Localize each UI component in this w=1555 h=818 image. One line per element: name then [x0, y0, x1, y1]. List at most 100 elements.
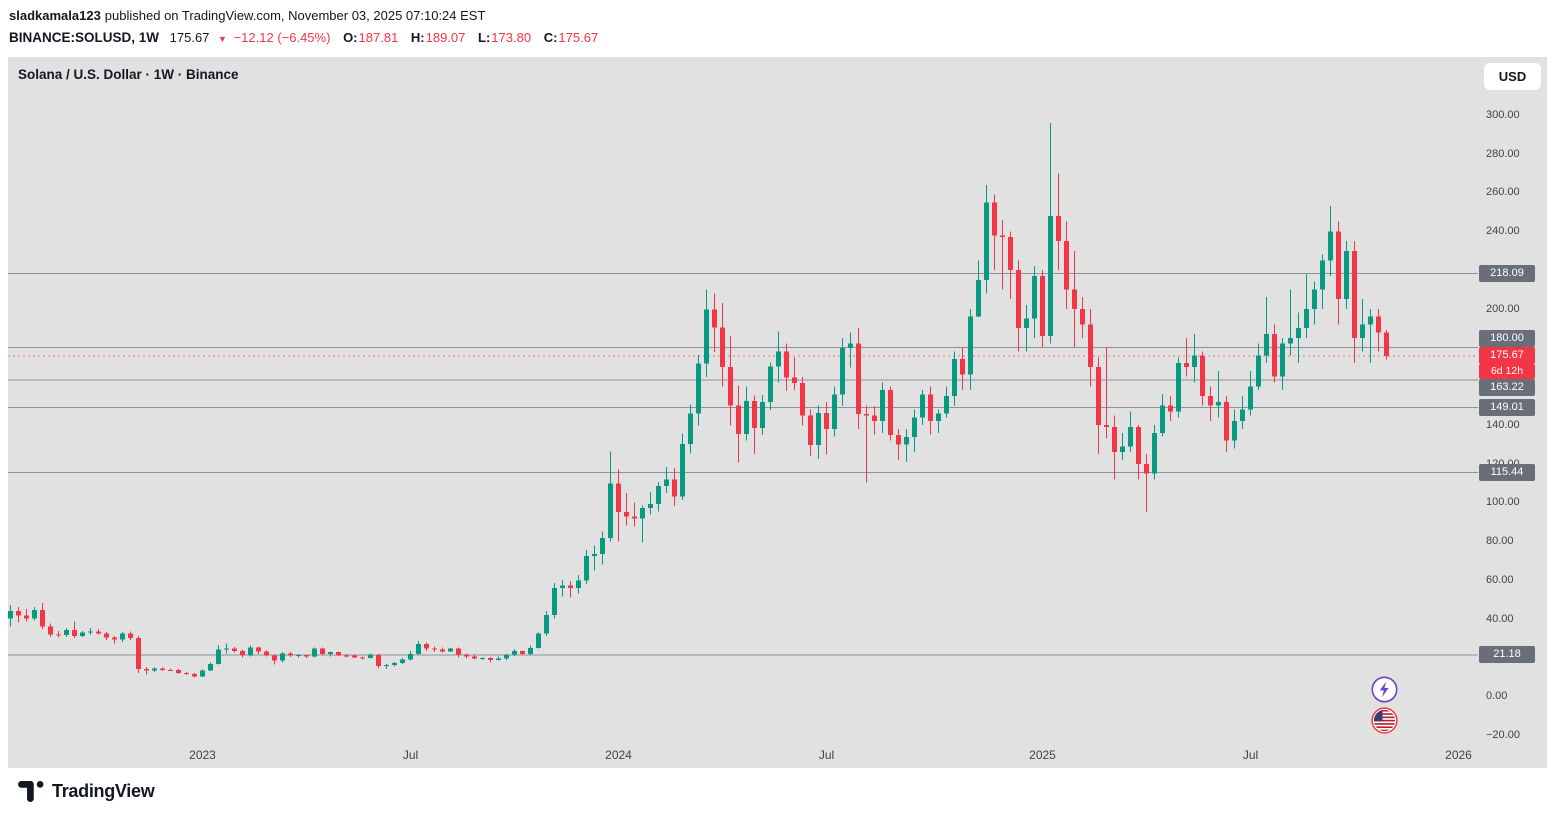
candle-body: [1368, 316, 1373, 325]
candle-body: [136, 637, 141, 669]
price-tick: −20.00: [1486, 728, 1520, 741]
candle-body: [112, 637, 117, 640]
candle-body: [696, 363, 701, 414]
candle-body: [312, 648, 317, 657]
time-tick: Jul: [1242, 748, 1259, 762]
candle-body: [120, 633, 125, 640]
currency-toggle-button[interactable]: USD: [1484, 63, 1541, 90]
candle-body: [912, 417, 917, 437]
candle-body: [1016, 270, 1021, 329]
candle-body: [928, 394, 933, 422]
candle-body: [264, 651, 269, 656]
lightning-icon[interactable]: [1371, 676, 1398, 703]
candle-body: [1224, 401, 1229, 441]
candle-body: [1256, 355, 1261, 387]
candle-body: [1120, 446, 1125, 453]
countdown-badge: 6d 12h: [1479, 364, 1535, 380]
candle-body: [712, 309, 717, 328]
candle-body: [536, 633, 541, 648]
candle-body: [888, 389, 893, 435]
candle-body: [200, 670, 205, 677]
candle-body: [1384, 332, 1389, 356]
current-price-badge: 175.67: [1479, 347, 1535, 365]
candle-body: [1136, 426, 1141, 464]
candle-body: [1320, 260, 1325, 290]
price-tick: 60.00: [1486, 573, 1514, 586]
candle-body: [480, 657, 485, 659]
candle-body: [1040, 275, 1045, 336]
candle-body: [104, 633, 109, 638]
footer: TradingView: [0, 768, 1555, 818]
last-price: 175.67: [169, 30, 210, 45]
candle-body: [328, 652, 333, 654]
candle-body: [88, 631, 93, 633]
candle-body: [320, 648, 325, 654]
candle-body: [848, 343, 853, 348]
candle-body: [744, 401, 749, 435]
us-flag-icon[interactable]: [1371, 707, 1398, 734]
candle-body: [1048, 215, 1053, 336]
publish-header: sladkamala123 published on TradingView.co…: [0, 0, 1555, 57]
price-level-badge: 115.44: [1479, 463, 1535, 481]
candle-body: [208, 663, 213, 671]
price-tick: 80.00: [1486, 535, 1514, 548]
candle-body: [160, 668, 165, 670]
candle-body: [648, 503, 653, 508]
username[interactable]: sladkamala123: [9, 8, 101, 23]
time-tick: 2025: [1029, 748, 1056, 762]
price-level-badge: 163.22: [1479, 379, 1535, 397]
candle-body: [1144, 463, 1149, 474]
candle-body: [720, 327, 725, 367]
candle-body: [80, 632, 85, 636]
candle-body: [1344, 250, 1349, 300]
candle-body: [352, 655, 357, 658]
candle-body: [24, 615, 29, 619]
candle-body: [1200, 355, 1205, 397]
candle-body: [1248, 386, 1253, 410]
candle-body: [760, 402, 765, 428]
candle-body: [128, 633, 133, 638]
candle-body: [376, 654, 381, 667]
candle-body: [616, 483, 621, 513]
candle-body: [872, 415, 877, 422]
candle-body: [1288, 337, 1293, 344]
price-tick: 260.00: [1486, 186, 1520, 199]
candle-body: [952, 359, 957, 397]
candle-body: [776, 351, 781, 367]
candle-body: [344, 655, 349, 657]
candle-body: [96, 631, 101, 634]
price-level-badge: 21.18: [1479, 646, 1535, 664]
candle-body: [1272, 334, 1277, 377]
candle-body: [1328, 231, 1333, 261]
candle-body: [560, 585, 565, 588]
candle-body: [984, 202, 989, 280]
us-flag-icon-glyph: [1371, 707, 1398, 734]
candle-body: [576, 580, 581, 588]
candle-body: [640, 507, 645, 519]
candle-body: [392, 663, 397, 666]
candle-body: [600, 537, 605, 555]
candle-body: [1088, 324, 1093, 367]
tradingview-logo[interactable]: TradingView: [18, 781, 155, 802]
candle-body: [416, 643, 421, 655]
candle-body: [960, 359, 965, 375]
candle-body: [1240, 409, 1245, 422]
candle-body: [232, 648, 237, 651]
candle-body: [920, 394, 925, 418]
candle-body: [520, 650, 525, 654]
time-tick: 2024: [605, 748, 632, 762]
candle-body: [1296, 328, 1301, 338]
candle-body: [880, 389, 885, 422]
candle-body: [704, 309, 709, 364]
candle-body: [664, 479, 669, 487]
candle-body: [936, 413, 941, 422]
candle-body: [384, 665, 389, 667]
time-axis: 2023 Jul 2024 Jul 2025 Jul 2026: [8, 741, 1478, 768]
candle-body: [1312, 289, 1317, 309]
candle-body: [192, 673, 197, 677]
candle-body: [280, 653, 285, 661]
candle-body: [856, 343, 861, 414]
candle-body: [272, 655, 277, 661]
candle-body: [840, 347, 845, 395]
